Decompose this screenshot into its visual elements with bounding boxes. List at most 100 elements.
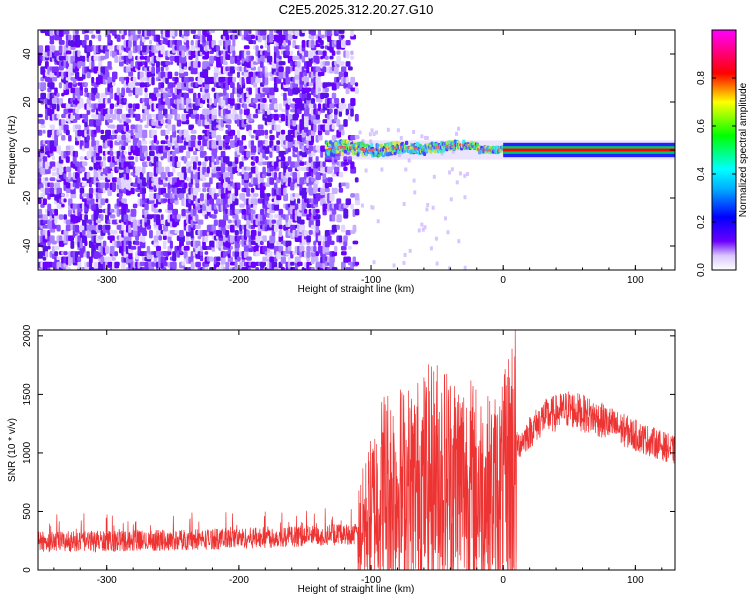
spectrogram-cell	[142, 166, 146, 174]
spectrogram-cell	[125, 171, 130, 180]
spectrogram-cell	[100, 103, 106, 109]
spectrogram-cell	[146, 55, 151, 63]
spectrogram-cell	[197, 135, 203, 141]
spectrogram-cell	[236, 256, 241, 261]
spectrogram-cell	[340, 98, 345, 104]
spectrogram-cell	[306, 92, 311, 101]
spectrogram-cell	[86, 45, 93, 52]
spectrogram-cell	[340, 66, 347, 73]
spectrogram-cell	[450, 167, 454, 172]
spectrogram-cell	[49, 30, 54, 36]
spectrogram-cell	[324, 61, 330, 66]
spectrogram-cell	[340, 224, 346, 233]
spectrogram-cell	[149, 150, 155, 157]
spectrogram-cell	[121, 87, 125, 96]
spectrogram-cell	[86, 50, 91, 59]
spectrogram-cell	[172, 261, 177, 270]
spectrogram-cell	[179, 171, 185, 181]
spectrogram-cell	[211, 140, 217, 149]
spectrogram-cell	[181, 166, 187, 173]
spectrogram-cell	[54, 245, 60, 251]
spectrogram-cell	[227, 166, 233, 173]
spectrogram-cell	[95, 30, 101, 34]
spectrogram-cell	[364, 168, 368, 173]
spectrogram-cell	[313, 240, 317, 246]
spectrogram-cell	[112, 71, 118, 80]
spectrogram-cell	[95, 203, 99, 211]
spectrogram-cell	[135, 103, 140, 110]
spectrogram-cell	[105, 256, 111, 262]
spectrogram-cell	[306, 235, 311, 243]
spectrogram-cell	[153, 256, 158, 263]
spectrogram-cell	[206, 66, 211, 71]
spectrogram-cell	[273, 171, 278, 181]
spectrogram-cell	[310, 267, 315, 270]
spectrogram-cell	[455, 180, 459, 185]
spectrogram-cell	[248, 129, 252, 137]
spectrogram-cell	[42, 219, 49, 224]
spectrogram-cell	[347, 245, 352, 250]
spectrogram-cell	[42, 129, 46, 134]
spectrogram-cell	[350, 76, 356, 86]
spectrogram-cell	[278, 245, 284, 253]
spectrogram-cell	[297, 98, 303, 105]
spectrogram-cell	[225, 145, 231, 150]
spectrogram-cell	[118, 30, 123, 34]
spectrogram-cell	[137, 45, 142, 52]
spectrogram-cell	[315, 219, 321, 227]
spectrogram-cell	[322, 87, 326, 93]
spectrogram-cell	[58, 82, 62, 89]
spectrogram-cell	[197, 30, 201, 36]
spectrogram-cell	[91, 230, 98, 235]
spectrogram-cell	[213, 71, 219, 79]
spectrogram-cell	[232, 50, 236, 58]
spectrogram-cell	[165, 135, 169, 140]
spectrogram-cell	[186, 235, 190, 242]
x-tick-label: 100	[627, 275, 644, 286]
snr-y-ticks: 0 500 1000 1500 2000	[22, 324, 675, 573]
spectrogram-cell	[88, 166, 93, 171]
spectrogram-cell	[172, 124, 176, 132]
spectrogram-cell	[209, 198, 215, 205]
spectrogram-cell	[334, 108, 338, 115]
spectrogram-cell	[84, 87, 89, 93]
spectrogram-cell	[142, 230, 147, 236]
spectrogram-cell	[315, 214, 321, 220]
spectrogram-cell	[227, 198, 232, 205]
spectrogram-cell	[88, 219, 93, 225]
spectrogram-cell	[340, 251, 347, 256]
spectrogram-cell	[299, 156, 304, 161]
spectrogram-cell	[65, 61, 70, 69]
spectrogram-cell	[262, 98, 267, 103]
spectrogram-cell	[290, 261, 295, 266]
spectrogram-cell	[306, 203, 312, 209]
spectrogram-cell	[340, 151, 344, 156]
spectrogram-cell	[128, 92, 133, 97]
spectrogram-cell	[264, 71, 269, 78]
spectrogram-cell	[350, 55, 354, 60]
spectrogram-cell	[102, 240, 107, 248]
spectrogram-cell	[68, 235, 75, 241]
spectrogram-cell	[338, 61, 345, 66]
spectrogram-cell	[434, 236, 438, 241]
spectrogram-cell	[38, 214, 44, 219]
spectrogram-cell	[44, 177, 49, 182]
spectrogram-cell	[183, 171, 187, 180]
spectrogram-cell	[327, 166, 333, 174]
spectrogram-cell	[276, 140, 281, 145]
spectrogram-cell	[128, 156, 135, 160]
spectrogram-cell	[269, 103, 275, 111]
spectrogram-cell	[130, 124, 136, 130]
spectrogram-cell	[112, 177, 118, 183]
spectrogram-cell	[179, 230, 184, 238]
spectrogram-cell	[86, 71, 91, 79]
spectrogram-cell	[38, 208, 43, 215]
spectrogram-cell	[112, 251, 116, 257]
spectrogram-cell	[86, 230, 93, 238]
spectrogram-cell	[260, 129, 265, 136]
spectrogram-cell	[162, 267, 167, 270]
spectrogram-x-ticks: -300 -200 -100 0 100	[53, 30, 663, 286]
spectrogram-cell	[243, 45, 250, 50]
spectrogram-cell	[155, 61, 160, 68]
spectrogram-cell	[167, 203, 174, 211]
